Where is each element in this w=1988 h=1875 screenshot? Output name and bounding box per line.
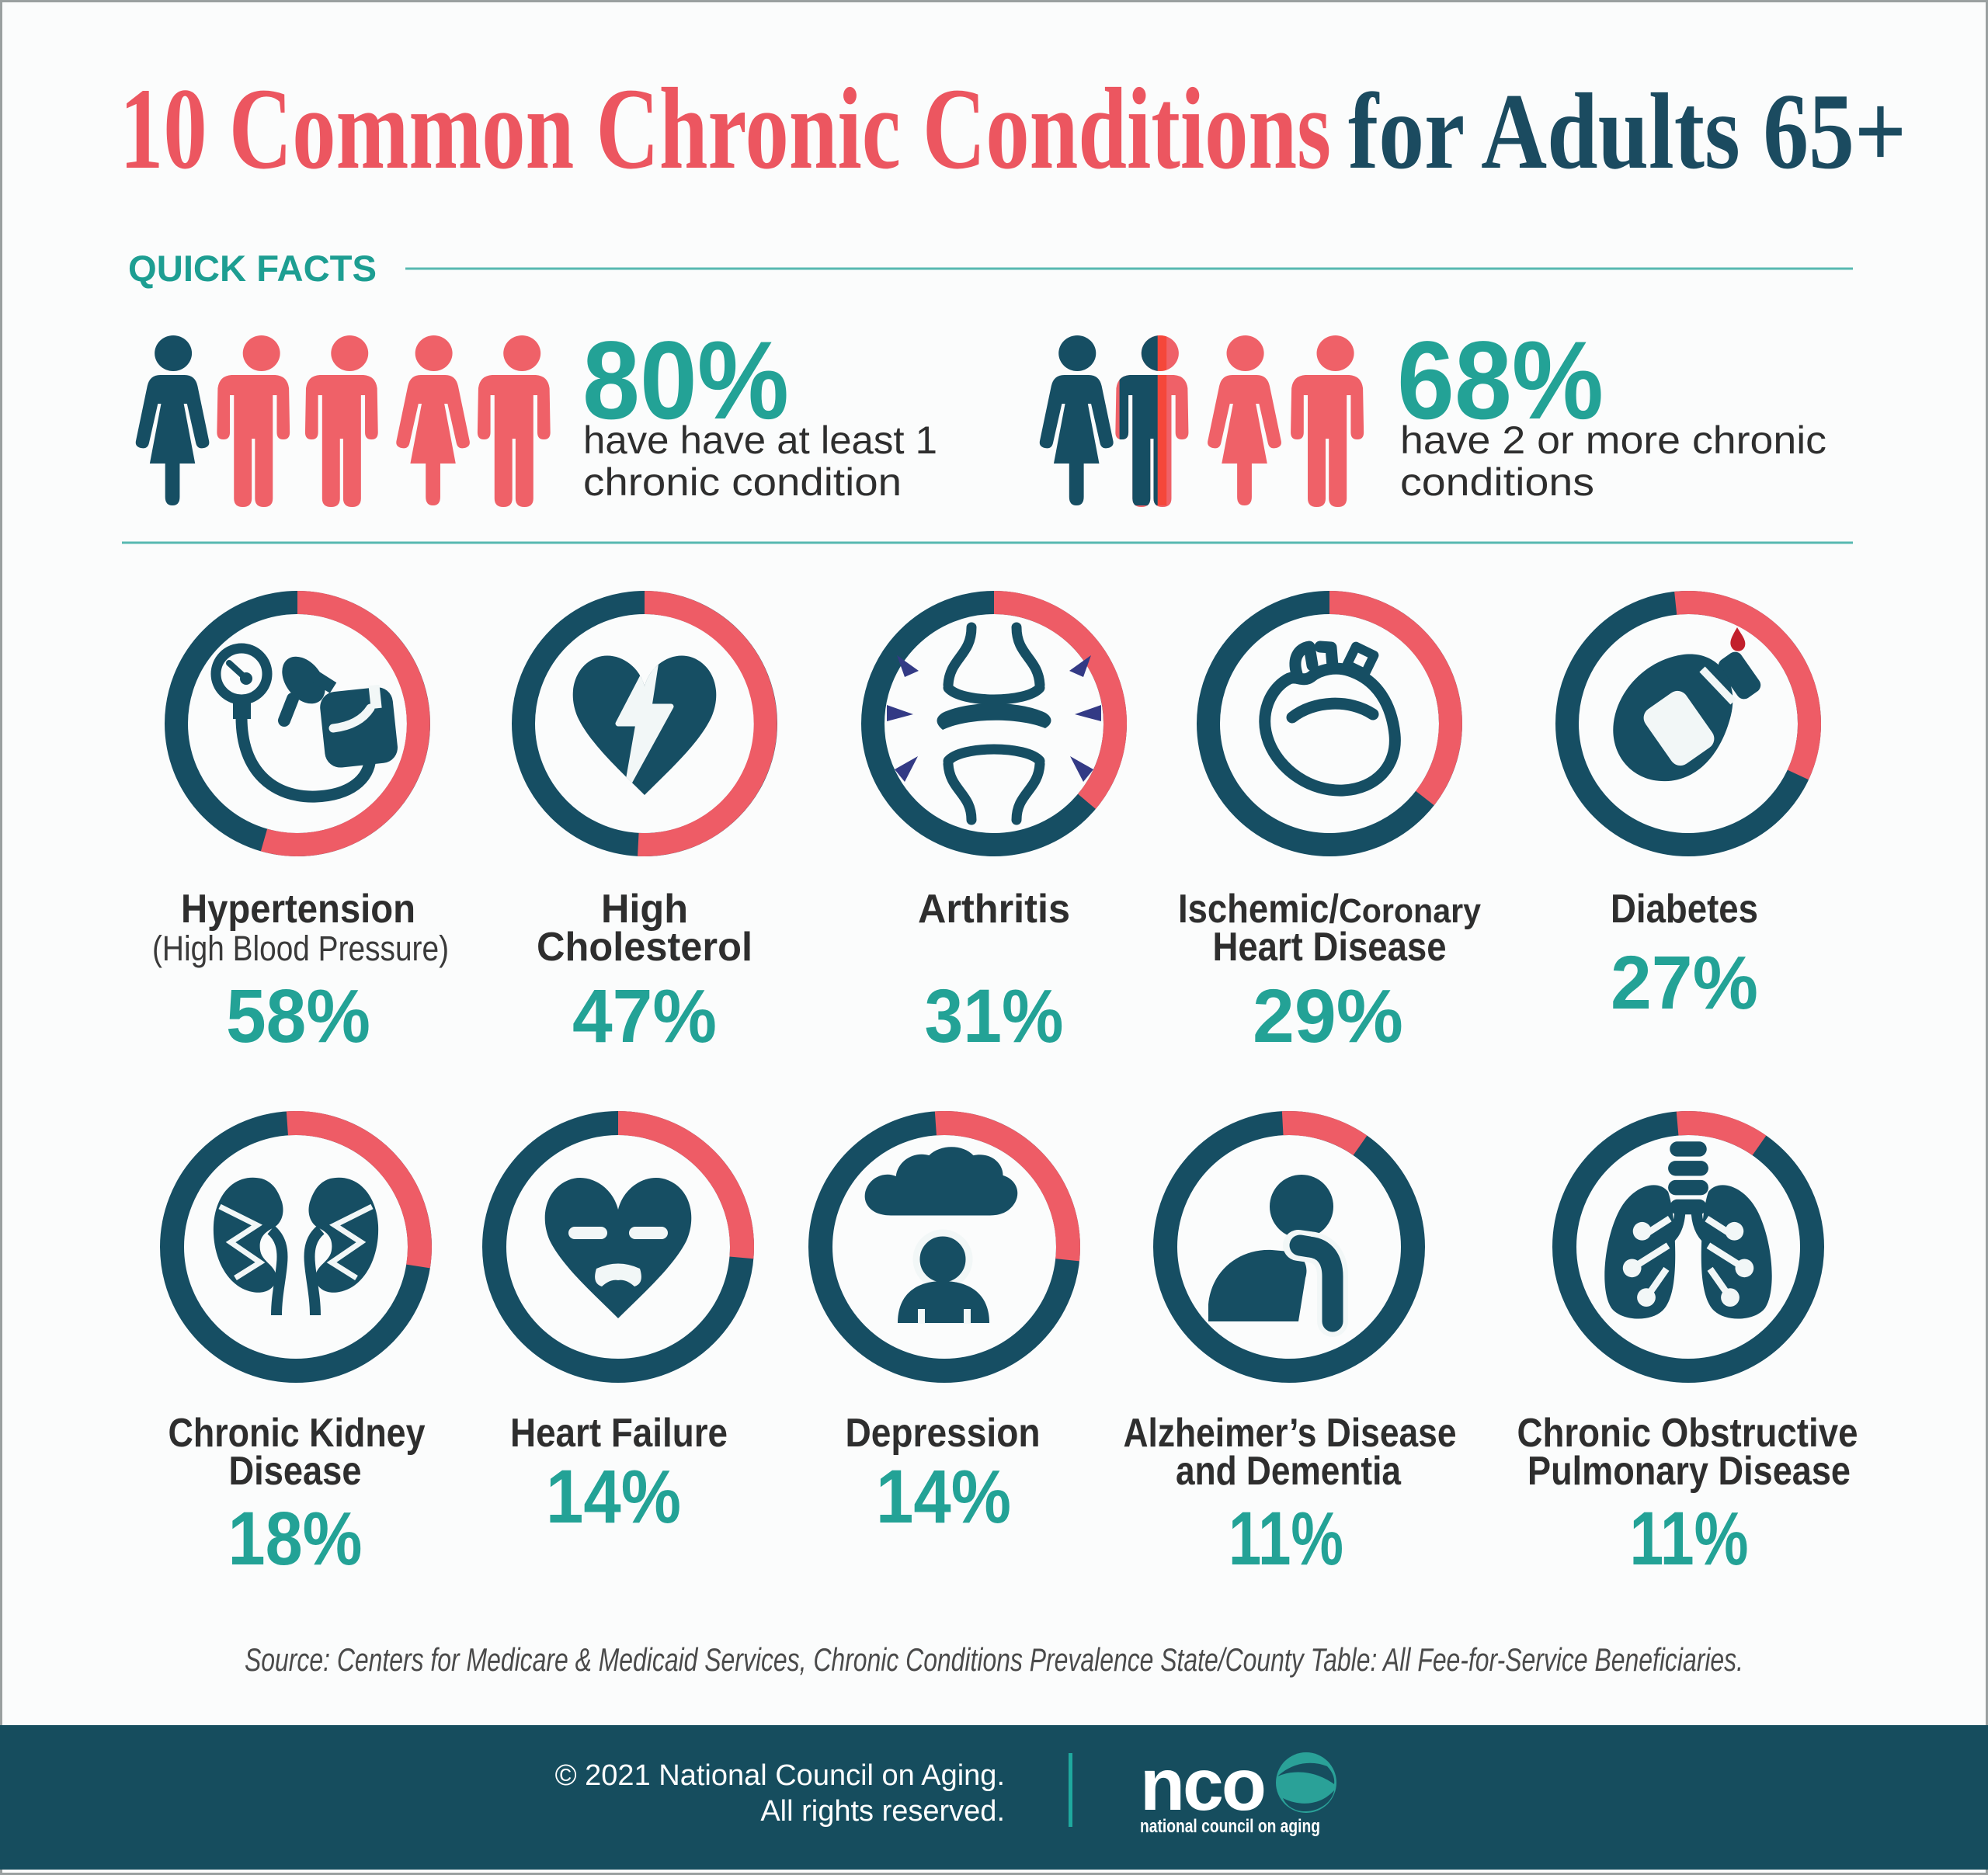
svg-text:Disease: Disease <box>229 1449 362 1494</box>
svg-text:Arthritis: Arthritis <box>918 887 1070 932</box>
svg-text:Depression: Depression <box>846 1411 1041 1456</box>
svg-text:Ischemic/: Ischemic/ <box>1178 887 1339 932</box>
svg-text:Heart Failure: Heart Failure <box>510 1411 728 1456</box>
svg-text:58%: 58% <box>226 974 370 1058</box>
svg-text:have have at least 1: have have at least 1 <box>583 418 937 462</box>
svg-text:Hypertension: Hypertension <box>181 887 415 932</box>
svg-text:chronic condition: chronic condition <box>583 460 902 504</box>
svg-text:national council on aging: national council on aging <box>1140 1816 1320 1837</box>
svg-text:18%: 18% <box>228 1496 363 1581</box>
svg-text:27%: 27% <box>1611 940 1758 1025</box>
svg-text:Diabetes: Diabetes <box>1611 887 1758 932</box>
svg-text:Heart Disease: Heart Disease <box>1213 925 1447 970</box>
svg-text:Chronic Obstructive: Chronic Obstructive <box>1517 1411 1858 1456</box>
svg-text:Coronary: Coronary <box>1339 892 1481 930</box>
svg-text:80%: 80% <box>582 319 789 443</box>
svg-text:© 2021 National Council on Agi: © 2021 National Council on Aging. <box>555 1759 1005 1792</box>
svg-text:QUICK FACTS: QUICK FACTS <box>128 248 377 289</box>
svg-text:for Adults 65+: for Adults 65+ <box>1348 71 1906 192</box>
svg-text:and Dementia: and Dementia <box>1176 1449 1402 1494</box>
svg-text:All rights reserved.: All rights reserved. <box>760 1795 1005 1828</box>
svg-text:Source: Centers for Medicare &: Source: Centers for Medicare & Medicaid … <box>245 1641 1743 1678</box>
svg-text:14%: 14% <box>876 1454 1011 1539</box>
svg-text:10 Common Chronic Conditions: 10 Common Chronic Conditions <box>120 64 1331 193</box>
svg-text:have 2 or more chronic: have 2 or more chronic <box>1400 418 1826 462</box>
svg-text:11%: 11% <box>1229 1496 1343 1581</box>
svg-text:Pulmonary Disease: Pulmonary Disease <box>1527 1449 1851 1494</box>
svg-text:nco: nco <box>1140 1744 1264 1826</box>
svg-text:Alzheimer’s Disease: Alzheimer’s Disease <box>1124 1411 1457 1456</box>
svg-text:29%: 29% <box>1253 974 1403 1058</box>
svg-text:11%: 11% <box>1630 1496 1749 1581</box>
svg-text:Cholesterol: Cholesterol <box>537 925 752 970</box>
svg-text:Chronic Kidney: Chronic Kidney <box>169 1411 426 1456</box>
svg-text:14%: 14% <box>546 1454 681 1539</box>
svg-text:High: High <box>601 887 688 932</box>
svg-text:31%: 31% <box>925 974 1064 1058</box>
svg-text:47%: 47% <box>572 974 717 1058</box>
svg-text:68%: 68% <box>1397 319 1604 443</box>
svg-text:conditions: conditions <box>1400 460 1594 504</box>
svg-text:(High Blood Pressure): (High Blood Pressure) <box>152 929 449 968</box>
